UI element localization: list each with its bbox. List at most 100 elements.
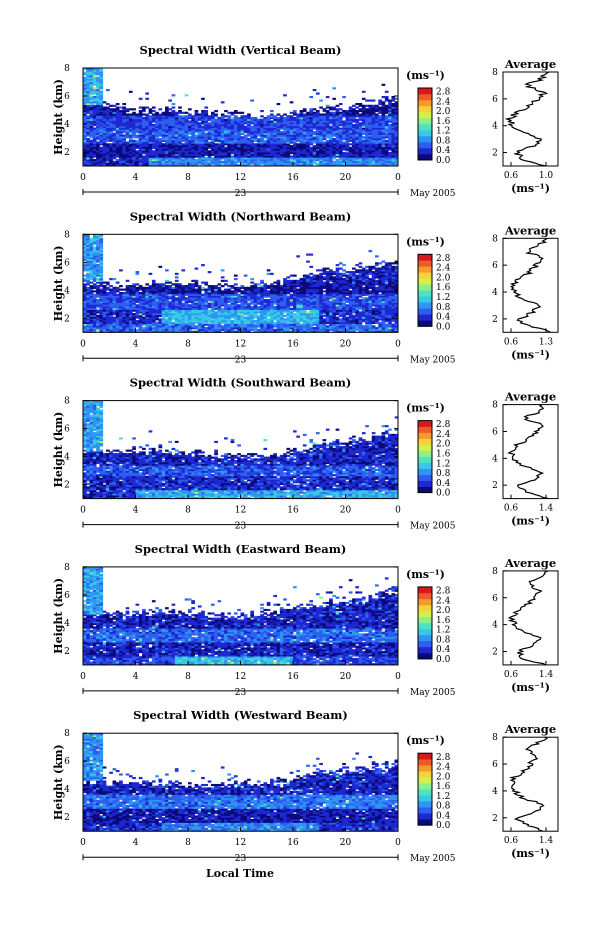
heatmap-cell (260, 330, 264, 333)
heatmap-cell (270, 307, 274, 310)
heatmap-cell (289, 150, 294, 153)
heatmap-cell (348, 157, 353, 160)
heatmap-cell (83, 139, 87, 142)
heatmap-cell (237, 290, 241, 293)
heatmap-cell (155, 297, 159, 300)
heatmap-cell (197, 328, 202, 331)
heatmap-cell (319, 136, 323, 139)
heatmap-cell (243, 328, 248, 331)
heatmap-cell (178, 327, 182, 330)
heatmap-cell (204, 148, 209, 151)
heatmap-cell (168, 113, 172, 116)
heatmap-cell (96, 239, 100, 242)
heatmap-cell (122, 106, 127, 109)
heatmap-cell (161, 115, 166, 118)
heatmap-cell (83, 250, 87, 253)
heatmap-cell (92, 251, 97, 254)
heatmap-cell (273, 160, 277, 163)
heatmap-cell (83, 279, 87, 282)
heatmap-cell (260, 286, 264, 289)
heatmap-cell (83, 138, 87, 141)
heatmap-cell (96, 278, 100, 281)
heatmap-cell (266, 127, 271, 130)
heatmap-cell (171, 160, 176, 163)
heatmap-cell (214, 321, 218, 324)
heatmap-cell (102, 318, 107, 321)
heatmap-cell (368, 134, 373, 137)
heatmap-cell (342, 143, 346, 146)
heatmap-cell (276, 304, 281, 307)
heatmap-cell (92, 83, 97, 86)
heatmap-cell (197, 125, 202, 128)
heatmap-cell (125, 132, 130, 135)
heatmap-cell (184, 125, 189, 128)
heatmap-cell (352, 115, 356, 118)
heatmap-cell (92, 108, 97, 111)
heatmap-cell (92, 276, 97, 279)
heatmap-cell (168, 292, 172, 295)
heatmap-cell (138, 111, 143, 114)
heatmap-cell (161, 321, 166, 324)
heatmap-cell (207, 125, 212, 128)
heatmap-cell (329, 157, 333, 160)
heatmap-cell (243, 295, 248, 298)
heatmap-cell (115, 160, 120, 163)
heatmap-cell (89, 250, 94, 253)
heatmap-cell (151, 134, 156, 137)
heatmap-cell (125, 113, 130, 116)
heatmap-cell (148, 127, 153, 130)
heatmap-cell (207, 314, 212, 317)
heatmap-cell (191, 125, 195, 128)
heatmap-cell (148, 314, 153, 317)
heatmap-cell (194, 285, 199, 288)
heatmap-cell (391, 125, 396, 128)
heatmap-cell (83, 104, 87, 107)
heatmap-cell (214, 122, 218, 125)
heatmap-cell (279, 316, 284, 319)
heatmap-cell (296, 136, 300, 139)
heatmap-cell (345, 143, 350, 146)
heatmap-cell (332, 115, 337, 118)
heatmap-cell (138, 148, 143, 151)
heatmap-cell (89, 152, 94, 155)
heatmap-cell (312, 160, 317, 163)
heatmap-cell (201, 328, 205, 331)
heatmap-cell (99, 271, 104, 274)
heatmap-cell (168, 129, 172, 132)
heatmap-cell (253, 330, 258, 333)
heatmap-cell (194, 136, 199, 139)
heatmap-cell (197, 318, 202, 321)
heatmap-cell (306, 148, 310, 151)
heatmap-cell (394, 155, 399, 158)
heatmap-cell (142, 145, 146, 148)
heatmap-cell (273, 292, 277, 295)
heatmap-cell (204, 313, 209, 316)
heatmap-cell (122, 320, 127, 323)
heatmap-cell (92, 278, 97, 281)
heatmap-cell (171, 283, 176, 286)
heatmap-cell (158, 148, 163, 151)
heatmap-cell (132, 323, 136, 326)
heatmap-cell (174, 272, 179, 275)
heatmap-cell (230, 125, 235, 128)
heatmap-cell (109, 152, 113, 155)
heatmap-cell (348, 125, 353, 128)
heatmap-cell (348, 148, 353, 151)
heatmap-cell (273, 311, 277, 314)
heatmap-cell (378, 141, 382, 144)
heatmap-cell (388, 113, 392, 116)
heatmap-cell (181, 302, 186, 305)
heatmap-cell (194, 321, 199, 324)
heatmap-cell (86, 122, 90, 125)
heatmap-cell (201, 132, 205, 135)
heatmap-cell (289, 152, 294, 155)
heatmap-cell (181, 111, 186, 114)
heatmap-cell (260, 314, 264, 317)
heatmap-cell (338, 127, 343, 130)
heatmap-cell (325, 136, 330, 139)
heatmap-cell (96, 279, 100, 282)
heatmap-cell (145, 139, 150, 142)
heatmap-cell (135, 155, 140, 158)
heatmap-cell (89, 118, 94, 121)
heatmap-cell (109, 160, 113, 163)
